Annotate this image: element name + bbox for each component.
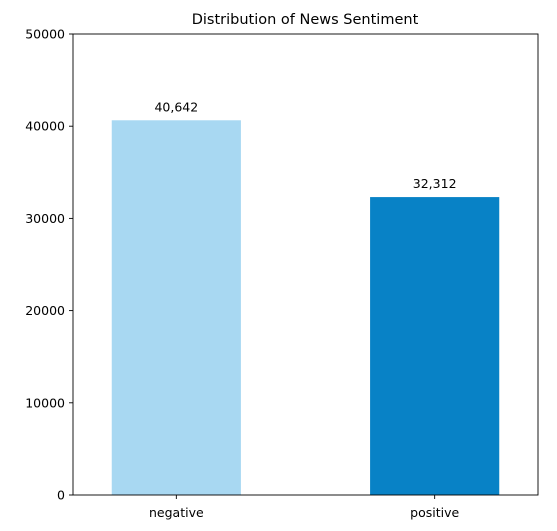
x-tick-label-negative: negative [149, 505, 204, 520]
plot-frame [72, 33, 539, 496]
bars-layer [111, 120, 500, 495]
x-axis: negative positive [149, 495, 459, 520]
y-tick-label-40000: 40000 [25, 119, 65, 134]
chart-title: Distribution of News Sentiment [192, 12, 419, 28]
y-tick-label-0: 0 [57, 488, 65, 503]
data-label-positive: 32,312 [413, 176, 457, 191]
x-tick-label-positive: positive [410, 505, 459, 520]
y-tick-label-30000: 30000 [25, 211, 65, 226]
data-label-negative: 40,642 [154, 99, 198, 114]
y-tick-label-10000: 10000 [25, 395, 65, 410]
axes-frame [72, 33, 539, 496]
bar-positive [370, 197, 500, 495]
y-tick-label-20000: 20000 [25, 303, 65, 318]
y-tick-label-50000: 50000 [25, 27, 65, 42]
y-axis: 0 10000 20000 30000 40000 50000 [25, 27, 73, 503]
data-labels-layer: 40,642 32,312 [154, 99, 456, 191]
bar-negative [111, 120, 241, 495]
